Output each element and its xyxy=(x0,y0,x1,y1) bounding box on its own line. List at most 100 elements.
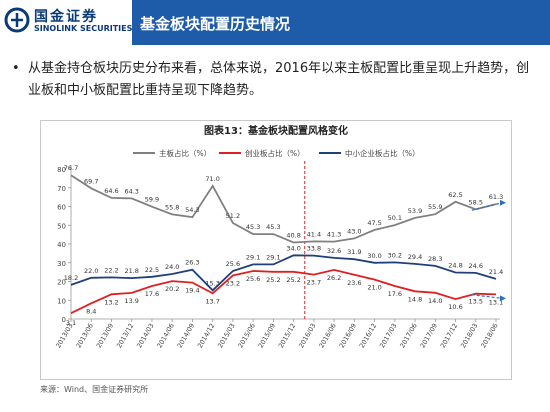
x-tick-label: 2018/03 xyxy=(459,322,479,349)
data-label-sme: 30.0 xyxy=(367,252,381,260)
page-title: 基金板块配置历史情况 xyxy=(140,15,291,33)
data-label-chinext: 13.1 xyxy=(489,298,503,306)
data-label-sme: 22.5 xyxy=(145,266,159,274)
data-label-sme: 24.0 xyxy=(165,263,179,271)
x-tick-label: 2017/03 xyxy=(378,322,398,349)
x-tick-label: 2017/09 xyxy=(419,322,439,349)
data-label-main_board: 55.9 xyxy=(428,203,442,211)
data-label-main_board: 64.6 xyxy=(104,187,118,195)
x-tick-label: 2014/06 xyxy=(155,322,175,349)
data-label-sme: 25.6 xyxy=(226,260,240,268)
data-label-chinext: 13.7 xyxy=(205,297,219,305)
data-label-main_board: 62.5 xyxy=(448,191,462,199)
data-label-chinext: 19.4 xyxy=(185,287,199,295)
data-label-sme: 33.8 xyxy=(307,245,321,253)
data-label-sme: 24.6 xyxy=(469,262,483,270)
data-label-sme: 29.1 xyxy=(266,253,280,261)
data-label-sme: 31.9 xyxy=(347,248,361,256)
chart-panel: 图表13：基金板块配置风格变化 主板占比（%） 创业板占比（%） 中小企业板占比（%）… xyxy=(40,120,512,380)
data-label-main_board: 59.9 xyxy=(145,196,159,204)
data-label-chinext: 14.8 xyxy=(408,295,422,303)
data-label-chinext: 13.9 xyxy=(124,297,138,305)
x-tick-label: 2018/06 xyxy=(479,322,499,349)
trend-arrow-down-head xyxy=(500,295,506,302)
data-label-sme: 32.6 xyxy=(327,247,341,255)
x-tick-label: 2016/03 xyxy=(297,322,317,349)
y-tick-label: 10 xyxy=(57,297,66,305)
y-tick-label: 50 xyxy=(57,222,66,230)
series-line-sme xyxy=(70,254,497,292)
legend-label: 中小企业板占比（%） xyxy=(345,148,420,158)
x-tick-label: 2016/12 xyxy=(358,322,378,349)
data-label-main_board: 47.5 xyxy=(367,219,381,227)
data-label-sme: 22.2 xyxy=(104,266,118,274)
trend-arrow-up xyxy=(471,202,503,211)
data-label-chinext: 8.4 xyxy=(86,307,96,315)
data-label-sme: 29.4 xyxy=(408,253,422,261)
data-label-sme: 18.2 xyxy=(64,274,78,282)
data-label-main_board: 61.3 xyxy=(489,193,503,201)
data-label-chinext: 21.0 xyxy=(367,284,381,292)
data-label-main_board: 51.2 xyxy=(226,212,240,220)
x-tick-label: 2017/06 xyxy=(398,322,418,349)
data-label-main_board: 45.3 xyxy=(246,223,260,231)
y-tick-label: 70 xyxy=(57,185,66,193)
data-label-main_board: 55.8 xyxy=(165,203,179,211)
header: 国金证券 SINOLINK SECURITIES 基金板块配置历史情况 xyxy=(0,0,550,45)
y-tick-label: 20 xyxy=(57,279,66,287)
source-note: 来源：Wind、国金证券研究所 xyxy=(40,385,149,394)
logo-chinese-name: 国金证券 xyxy=(34,9,98,25)
data-label-chinext: 25.2 xyxy=(266,276,280,284)
x-tick-label: 2013/06 xyxy=(75,322,95,349)
data-label-main_board: 64.3 xyxy=(124,187,138,195)
trend-arrow-down xyxy=(471,294,503,299)
data-label-chinext: 26.2 xyxy=(327,274,341,282)
x-tick-label: 2014/03 xyxy=(135,322,155,349)
data-label-chinext: 10.6 xyxy=(448,303,462,311)
data-label-chinext: 17.6 xyxy=(145,290,159,298)
data-label-main_board: 58.5 xyxy=(469,198,483,206)
data-label-sme: 28.3 xyxy=(428,255,442,263)
data-label-chinext: 23.6 xyxy=(347,279,361,287)
legend-label: 主板占比（%） xyxy=(159,148,211,158)
bullet-text: 从基金持仓板块历史分布来看，总体来说，2016年以来主板配置比重呈现上升趋势，创… xyxy=(28,61,530,98)
data-label-main_board: 45.3 xyxy=(266,223,280,231)
x-tick-label: 2016/09 xyxy=(338,322,358,349)
data-label-main_board: 76.7 xyxy=(64,164,78,172)
series-line-chinext xyxy=(70,268,497,315)
bullet-dot: • xyxy=(12,61,20,76)
x-tick-label: 2015/12 xyxy=(277,322,297,349)
logo-english-name: SINOLINK SECURITIES xyxy=(34,24,133,33)
data-label-main_board: 41.4 xyxy=(307,230,321,238)
y-tick-label: 40 xyxy=(57,241,66,249)
data-label-chinext: 13.2 xyxy=(104,298,118,306)
y-tick-label: 30 xyxy=(57,260,66,268)
logo: 国金证券 SINOLINK SECURITIES xyxy=(0,0,132,45)
data-label-chinext: 25.2 xyxy=(286,276,300,284)
data-label-chinext: 13.5 xyxy=(469,298,483,306)
legend-label: 创业板占比（%） xyxy=(245,148,305,158)
trend-arrow-up-head xyxy=(500,199,506,206)
data-label-main_board: 50.1 xyxy=(388,214,402,222)
data-label-sme: 26.3 xyxy=(185,259,199,267)
sinolink-logo-icon xyxy=(4,7,30,33)
x-tick-label: 2015/03 xyxy=(216,322,236,349)
x-tick-label: 2015/09 xyxy=(257,322,277,349)
data-label-main_board: 71.0 xyxy=(205,175,219,183)
data-label-main_board: 43.0 xyxy=(347,227,361,235)
data-label-chinext: 23.7 xyxy=(307,279,321,287)
title-bar: 基金板块配置历史情况 xyxy=(132,0,550,45)
data-label-main_board: 40.8 xyxy=(286,232,300,240)
y-tick-label: 0 xyxy=(62,316,66,324)
y-tick-label: 60 xyxy=(57,204,66,212)
data-label-sme: 21.8 xyxy=(124,267,138,275)
series-line-main_board xyxy=(70,174,497,244)
data-label-main_board: 54.3 xyxy=(185,206,199,214)
data-label-sme: 34.0 xyxy=(286,244,300,252)
data-label-chinext: 20.2 xyxy=(165,285,179,293)
data-label-main_board: 69.7 xyxy=(84,177,98,185)
y-tick-label: 80 xyxy=(57,166,66,174)
data-label-sme: 22.0 xyxy=(84,267,98,275)
data-label-sme: 24.8 xyxy=(448,262,462,270)
